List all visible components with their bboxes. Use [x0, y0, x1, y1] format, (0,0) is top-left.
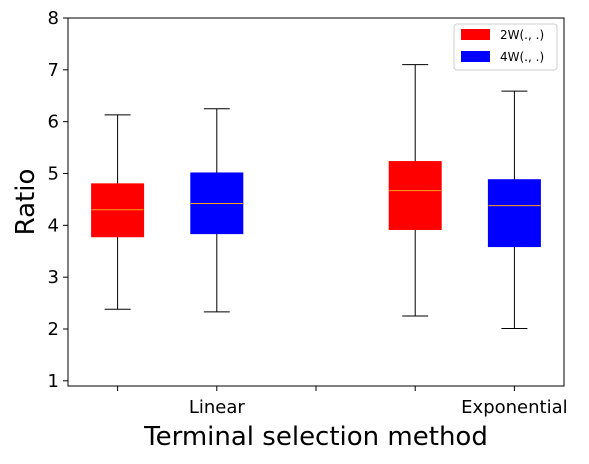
- x-axis-label: Terminal selection method: [143, 422, 488, 452]
- box-body: [487, 179, 541, 248]
- y-axis: 1 2 3 4 5 6 7 8: [48, 8, 68, 392]
- legend-swatch-2w: [461, 29, 490, 40]
- box-exponential-4w: [487, 90, 541, 329]
- y-tick-label: 1: [48, 371, 59, 392]
- box-exponential-2w: [388, 64, 442, 317]
- y-tick-label: 3: [48, 267, 59, 288]
- y-tick-label: 4: [48, 215, 59, 236]
- legend-swatch-4w: [461, 51, 490, 62]
- y-tick-label: 2: [48, 319, 59, 340]
- box-linear-4w: [190, 108, 244, 313]
- x-tick-label-linear: Linear: [189, 397, 246, 418]
- x-axis: Linear Exponential: [117, 386, 568, 418]
- x-tick-label-exponential: Exponential: [461, 397, 567, 418]
- box-body: [91, 183, 145, 238]
- box-body: [388, 161, 442, 230]
- y-tick-label: 7: [48, 60, 59, 81]
- y-tick-label: 8: [48, 8, 59, 29]
- legend-label-2w: 2W(., .): [500, 28, 544, 42]
- y-tick-label: 5: [48, 163, 59, 184]
- plot-background: [68, 18, 564, 386]
- y-axis-label: Ratio: [11, 169, 41, 236]
- legend-label-4w: 4W(., .): [500, 50, 544, 64]
- legend: 2W(., .) 4W(., .): [453, 23, 558, 71]
- box-linear-2w: [91, 114, 145, 310]
- y-tick-label: 6: [48, 112, 59, 133]
- boxes-layer: [91, 64, 541, 329]
